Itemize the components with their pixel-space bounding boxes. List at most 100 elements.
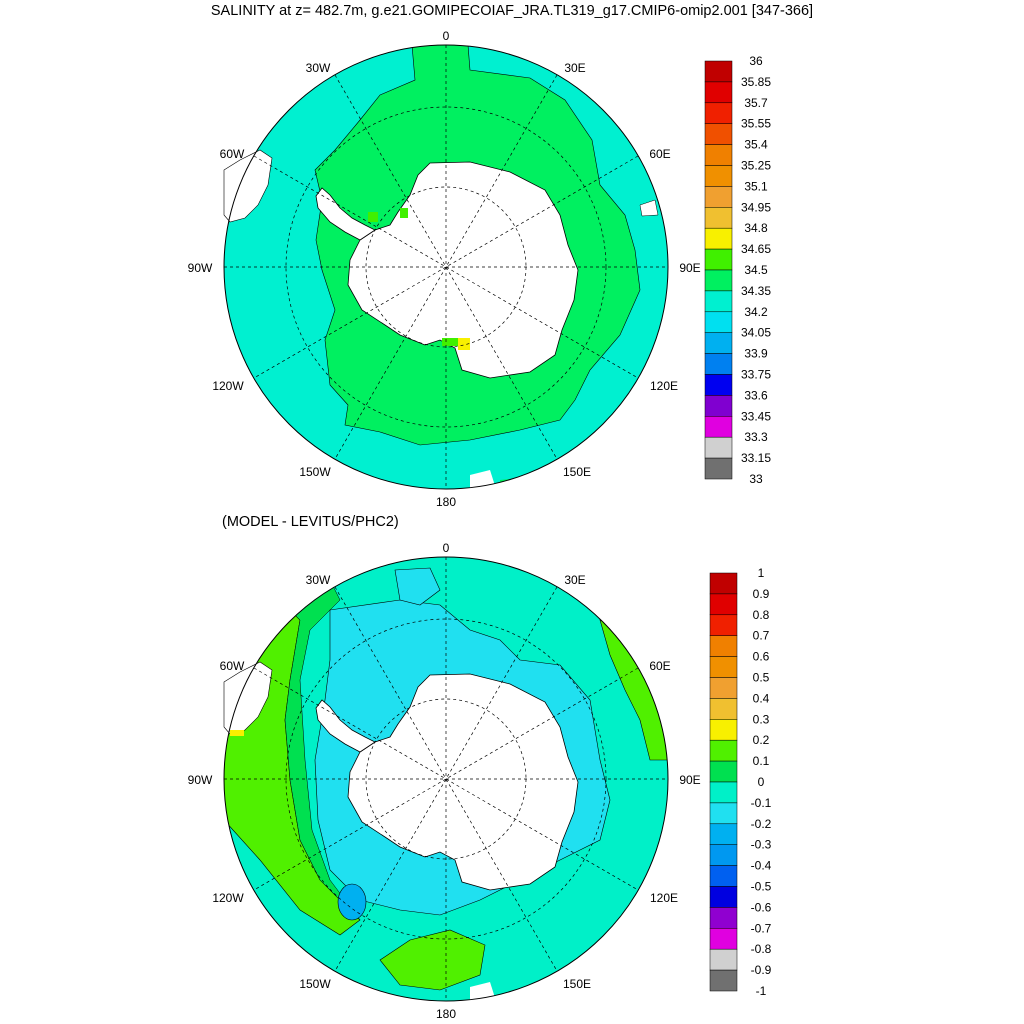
lon-label-30e: 30E: [564, 61, 585, 75]
map-boundary: [223, 44, 669, 490]
colorbar-label: 33: [749, 472, 763, 486]
colorbar-swatch: [704, 269, 733, 292]
colorbar-swatch: [709, 865, 738, 887]
colorbar-swatch: [704, 81, 733, 104]
colorbar-swatch: [709, 802, 738, 825]
lon-label-120w: 120W: [212, 379, 244, 393]
colorbar-swatch: [704, 353, 733, 375]
lon-label-180: 180: [436, 495, 456, 509]
lon-label-30w: 30W: [306, 61, 331, 75]
colorbar-swatch: [709, 823, 738, 845]
colorbar-swatch: [709, 614, 738, 636]
colorbar-swatch: [704, 290, 733, 313]
colorbar-swatch: [709, 781, 738, 804]
lon-label-90w: 90W: [188, 261, 213, 275]
lime-south-blob: [379, 929, 486, 991]
colorbar-label: -0.7: [751, 921, 772, 935]
colorbar-label: 0.9: [753, 587, 770, 601]
colorbar-label: 35.55: [741, 117, 771, 131]
colorbar-label: 36: [749, 54, 763, 68]
colorbar-label: -0.1: [751, 796, 772, 810]
lon-label-30e-bottom: 30E: [564, 573, 585, 587]
lon-label-120e-bottom: 120E: [650, 891, 678, 905]
colorbar-label: 35.7: [744, 96, 768, 110]
colorbar-swatch: [704, 416, 733, 438]
colorbar-swatch: [709, 656, 738, 678]
colorbar-label: 33.3: [744, 430, 768, 444]
colorbar-swatch: [704, 144, 733, 166]
minus-0.3-blob: [337, 883, 367, 921]
colorbar-swatch: [704, 311, 733, 333]
lime-east-region: [599, 619, 668, 761]
lon-label-90e: 90E: [679, 261, 700, 275]
yellow-patch-ross: [458, 338, 470, 350]
colorbar-swatch: [704, 395, 733, 417]
map-boundary-bottom: [223, 556, 669, 1002]
colorbar-swatch: [704, 457, 733, 480]
difference-subtitle: (MODEL - LEVITUS/PHC2): [222, 514, 399, 530]
lon-label-90w-bottom: 90W: [188, 773, 213, 787]
colorbar-label: 35.1: [744, 179, 768, 193]
kerguelen-land: [639, 199, 659, 217]
lon-label-150e: 150E: [563, 465, 591, 479]
lon-label-60e-bottom: 60E: [649, 659, 670, 673]
graticule: [224, 45, 668, 489]
colorbar-label: 33.9: [744, 347, 768, 361]
lon-label-180-bottom: 180: [436, 1007, 456, 1021]
new-zealand-land-bottom: [470, 982, 496, 1001]
colorbar-label: -0.8: [751, 942, 772, 956]
colorbar-swatch: [704, 227, 733, 250]
colorbar-label: -0.6: [751, 900, 772, 914]
colorbar-swatch: [709, 635, 738, 657]
salinity-colorbar: 36 35.85 35.7 35.55 35.4 35.25 35.1 34.95 34.8 34…: [704, 54, 771, 486]
figure-title: SALINITY at z= 482.7m, g.e21.GOMIPECOIAF…: [210, 3, 814, 19]
graticule-bottom: [224, 557, 668, 1001]
colorbar-label: 34.5: [744, 263, 768, 277]
zero-to-minus-0.1-region: [224, 557, 668, 1001]
colorbar-label: 34.05: [741, 326, 771, 340]
colorbar-label: -0.9: [751, 963, 772, 977]
colorbar-label: -0.4: [751, 859, 772, 873]
lime-patch-weddell-2: [400, 208, 408, 218]
colorbar-label: 0.8: [753, 608, 770, 622]
colorbar-label: 0.5: [753, 671, 770, 685]
colorbar-swatch: [704, 374, 733, 396]
lon-label-60e: 60E: [649, 147, 670, 161]
south-america-land-bottom: [223, 661, 273, 735]
colorbar-swatch: [709, 844, 738, 866]
colorbar-label: -0.5: [751, 880, 772, 894]
colorbar-label: 33.75: [741, 368, 771, 382]
green-patch-150e: [500, 478, 525, 489]
colorbar-swatch: [709, 739, 738, 762]
salinity-polar-map: 0 30E 60E 90E 120E 150E 180 150W 120W 90…: [188, 29, 772, 509]
lon-label-120e: 120E: [650, 379, 678, 393]
colorbar-label: 34.35: [741, 284, 771, 298]
lon-label-60w-bottom: 60W: [220, 659, 245, 673]
colorbar-swatch: [709, 928, 738, 950]
lon-label-90e-bottom: 90E: [679, 773, 700, 787]
colorbar-swatch: [709, 969, 738, 992]
colorbar-label: 1: [758, 566, 765, 580]
colorbar-swatch: [709, 593, 738, 616]
colorbar-swatch: [704, 436, 733, 459]
lon-label-60w: 60W: [220, 147, 245, 161]
colorbar-label: 0: [758, 775, 765, 789]
lon-label-150w: 150W: [299, 465, 331, 479]
colorbar-label: 33.6: [744, 388, 768, 402]
yellow-patch-bottom: [230, 730, 244, 736]
colorbar-label: 0.4: [753, 691, 770, 705]
colorbar-label: 0.3: [753, 712, 770, 726]
antarctica-land-bottom: [347, 673, 579, 891]
colorbar-label: -0.3: [751, 838, 772, 852]
green-west-band: [279, 579, 361, 921]
colorbar-swatch: [704, 332, 733, 354]
colorbar-label: 34.65: [741, 242, 771, 256]
colorbar-label: 34.8: [744, 221, 768, 235]
colorbar-label: -0.2: [751, 817, 772, 831]
lime-patch-weddell: [368, 212, 378, 222]
south-america-land: [223, 149, 273, 223]
light-blue-region: [314, 599, 611, 916]
lime-patch-ross: [442, 338, 458, 346]
antarctic-peninsula: [315, 187, 376, 241]
colorbar-swatch: [704, 186, 733, 208]
